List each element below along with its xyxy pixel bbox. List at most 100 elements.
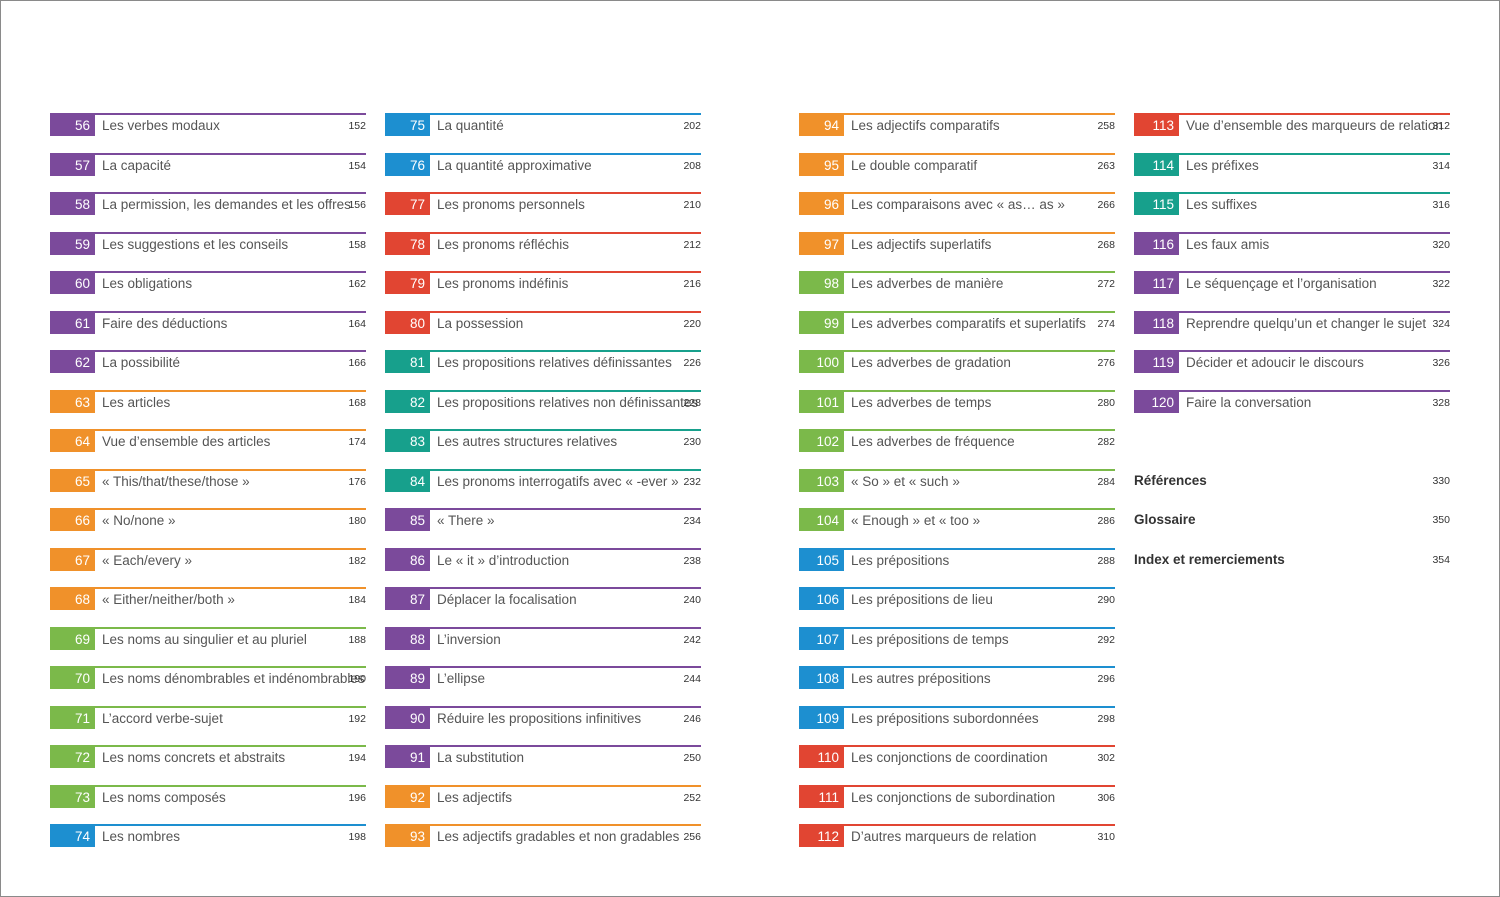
appendix-references[interactable]: Références 330: [1134, 470, 1450, 492]
appendix-glossaire[interactable]: Glossaire 350: [1134, 509, 1450, 531]
page-number: 188: [348, 633, 366, 646]
chapter-number-badge: 71: [50, 707, 95, 729]
toc-entry[interactable]: 74 Les nombres 198: [50, 824, 366, 847]
toc-entry[interactable]: 58 La permission, les demandes et les off…: [50, 192, 366, 215]
chapter-number-badge: 62: [50, 352, 95, 373]
page-number: 174: [348, 436, 366, 448]
chapter-number-badge: 87: [385, 589, 430, 610]
toc-entry[interactable]: 98 Les adverbes de manière 272: [799, 271, 1115, 294]
chapter-title: Les adverbes de gradation: [851, 355, 1011, 370]
toc-entry[interactable]: 101 Les adverbes de temps 280: [799, 389, 1115, 413]
toc-entry[interactable]: 90 Réduire les propositions infinitives 24…: [385, 705, 701, 729]
toc-entry[interactable]: 66 « No/none » 180: [50, 508, 366, 531]
appendix-index[interactable]: Index et remerciements 354: [1134, 549, 1450, 571]
toc-entry[interactable]: 86 Le « it » d’introduction 238: [385, 547, 701, 571]
page-number: 272: [1097, 278, 1115, 290]
chapter-title: La quantité approximative: [437, 157, 592, 173]
page-number: 238: [683, 554, 701, 567]
toc-entry[interactable]: 89 L’ellipse 244: [385, 666, 701, 689]
toc-entry[interactable]: 87 Déplacer la focalisation 240: [385, 587, 701, 610]
toc-entry[interactable]: 70 Les noms dénombrables et indénombrable…: [50, 666, 366, 689]
chapter-number-badge: 75: [385, 115, 430, 136]
toc-entry[interactable]: 120 Faire la conversation 328: [1134, 389, 1450, 413]
toc-entry[interactable]: 76 La quantité approximative 208: [385, 152, 701, 176]
toc-entry[interactable]: 99 Les adverbes comparatifs et superlatif…: [799, 310, 1115, 334]
toc-entry[interactable]: 115 Les suffixes 316: [1134, 192, 1450, 215]
toc-entry[interactable]: 61 Faire des déductions 164: [50, 310, 366, 334]
toc-entry[interactable]: 83 Les autres structures relatives 230: [385, 429, 701, 452]
toc-entry[interactable]: 100 Les adverbes de gradation 276: [799, 350, 1115, 373]
toc-entry[interactable]: 82 Les propositions relatives non définis…: [385, 389, 701, 413]
toc-entry[interactable]: 65 « This/that/these/those » 176: [50, 468, 366, 492]
toc-entry[interactable]: 94 Les adjectifs comparatifs 258: [799, 113, 1115, 136]
toc-entry[interactable]: 93 Les adjectifs gradables et non gradabl…: [385, 824, 701, 847]
toc-entry[interactable]: 107 Les prépositions de temps 292: [799, 626, 1115, 650]
toc-entry[interactable]: 56 Les verbes modaux 152: [50, 113, 366, 136]
chapter-title: Faire la conversation: [1186, 394, 1312, 410]
toc-entry[interactable]: 104 « Enough » et « too » 286: [799, 508, 1115, 531]
toc-entry[interactable]: 59 Les suggestions et les conseils 158: [50, 231, 366, 255]
chapter-title: Les noms concrets et abstraits: [102, 750, 286, 765]
toc-entry[interactable]: 96 Les comparaisons avec « as… as » 266: [799, 192, 1115, 215]
toc-entry[interactable]: 114 Les préfixes 314: [1134, 152, 1450, 176]
chapter-title: Les suggestions et les conseils: [102, 236, 289, 252]
toc-entry[interactable]: 80 La possession 220: [385, 310, 701, 334]
toc-entry[interactable]: 97 Les adjectifs superlatifs 268: [799, 231, 1115, 255]
toc-entry[interactable]: 118 Reprendre quelqu’un et changer le suj…: [1134, 310, 1450, 334]
toc-entry[interactable]: 112 D’autres marqueurs de relation 310: [799, 824, 1115, 847]
chapter-title: Reprendre quelqu’un et changer le sujet: [1186, 315, 1427, 331]
toc-entry[interactable]: 63 Les articles 168: [50, 389, 366, 413]
page-number: 263: [1097, 159, 1115, 172]
toc-entry[interactable]: 102 Les adverbes de fréquence 282: [799, 429, 1115, 452]
page-number: 298: [1097, 712, 1115, 725]
chapter-number-badge: 73: [50, 786, 95, 808]
toc-entry[interactable]: 72 Les noms concrets et abstraits 194: [50, 745, 366, 768]
chapter-title: Les adjectifs superlatifs: [851, 236, 992, 252]
toc-entry[interactable]: 62 La possibilité 166: [50, 350, 366, 373]
toc-entry[interactable]: 105 Les prépositions 288: [799, 547, 1115, 571]
toc-entry[interactable]: 79 Les pronoms indéfinis 216: [385, 271, 701, 294]
chapter-number-badge: 61: [50, 312, 95, 334]
page-number: 252: [683, 791, 701, 804]
toc-entry[interactable]: 67 « Each/every » 182: [50, 547, 366, 571]
toc-entry[interactable]: 103 « So » et « such » 284: [799, 468, 1115, 492]
chapter-number-badge: 57: [50, 154, 95, 176]
toc-entry[interactable]: 73 Les noms composés 196: [50, 784, 366, 808]
page-number: 210: [683, 199, 701, 211]
chapter-number-badge: 103: [799, 470, 844, 492]
toc-entry[interactable]: 60 Les obligations 162: [50, 271, 366, 294]
toc-entry[interactable]: 81 Les propositions relatives définissant…: [385, 350, 701, 373]
toc-entry[interactable]: 78 Les pronoms réfléchis 212: [385, 231, 701, 255]
toc-entry[interactable]: 116 Les faux amis 320: [1134, 231, 1450, 255]
chapter-title: La quantité: [437, 118, 504, 133]
toc-entry[interactable]: 111 Les conjonctions de subordination 306: [799, 784, 1115, 808]
toc-entry[interactable]: 85 « There » 234: [385, 508, 701, 531]
toc-entry[interactable]: 68 « Either/neither/both » 184: [50, 587, 366, 610]
toc-entry[interactable]: 71 L’accord verbe-sujet 192: [50, 705, 366, 729]
chapter-title: Les autres prépositions: [851, 671, 991, 686]
toc-entry[interactable]: 109 Les prépositions subordonnées 298: [799, 705, 1115, 729]
toc-entry[interactable]: 113 Vue d’ensemble des marqueurs de relat…: [1134, 113, 1450, 136]
toc-entry[interactable]: 64 Vue d’ensemble des articles 174: [50, 429, 366, 452]
page-number: 314: [1432, 159, 1450, 172]
toc-entry[interactable]: 57 La capacité 154: [50, 152, 366, 176]
toc-entry[interactable]: 91 La substitution 250: [385, 745, 701, 768]
toc-entry[interactable]: 110 Les conjonctions de coordination 302: [799, 745, 1115, 768]
toc-entry[interactable]: 106 Les prépositions de lieu 290: [799, 587, 1115, 610]
appendix-page: 354: [1432, 554, 1450, 566]
chapter-title: L’inversion: [437, 631, 501, 647]
toc-entry[interactable]: 75 La quantité 202: [385, 113, 701, 136]
toc-entry[interactable]: 92 Les adjectifs 252: [385, 784, 701, 808]
toc-entry[interactable]: 84 Les pronoms interrogatifs avec « -ever…: [385, 468, 701, 492]
chapter-title: Les pronoms personnels: [437, 197, 585, 212]
chapter-title: « No/none »: [102, 513, 176, 528]
toc-entry[interactable]: 117 Le séquençage et l’organisation 322: [1134, 271, 1450, 294]
toc-entry[interactable]: 77 Les pronoms personnels 210: [385, 192, 701, 215]
chapter-title: Déplacer la focalisation: [437, 592, 577, 607]
toc-entry[interactable]: 95 Le double comparatif 263: [799, 152, 1115, 176]
toc-entry[interactable]: 88 L’inversion 242: [385, 626, 701, 650]
toc-entry[interactable]: 69 Les noms au singulier et au pluriel 188: [50, 626, 366, 650]
chapter-number-badge: 86: [385, 549, 430, 571]
toc-entry[interactable]: 119 Décider et adoucir le discours 326: [1134, 350, 1450, 373]
toc-entry[interactable]: 108 Les autres prépositions 296: [799, 666, 1115, 689]
